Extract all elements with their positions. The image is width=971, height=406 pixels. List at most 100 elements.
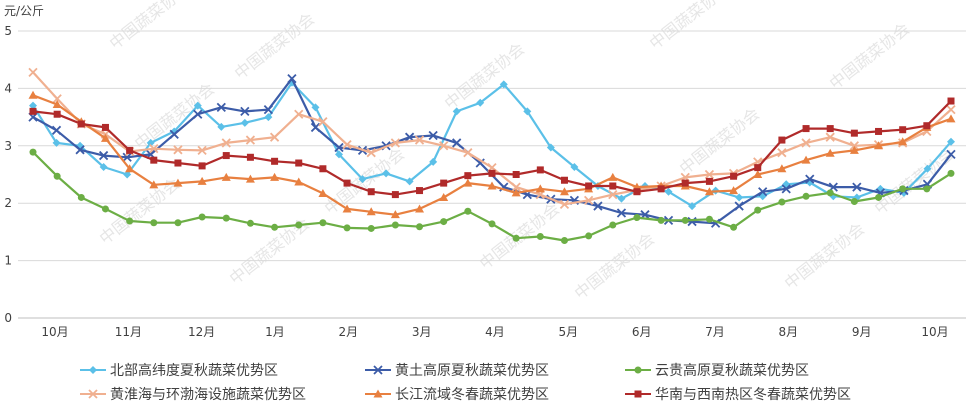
- data-point: [373, 365, 383, 375]
- x-tick-label: 9月: [852, 325, 872, 339]
- data-point: [875, 127, 883, 135]
- y-tick-label: 2: [4, 196, 12, 210]
- data-point: [512, 234, 520, 242]
- data-point: [149, 144, 159, 154]
- data-point: [222, 214, 230, 222]
- x-tick-label: 6月: [632, 325, 652, 339]
- legend-item: 北部高纬度夏秋蔬菜优势区: [80, 360, 278, 380]
- data-point: [295, 159, 303, 167]
- data-point: [334, 142, 344, 153]
- data-point: [198, 213, 206, 221]
- data-point: [77, 120, 85, 128]
- data-point: [585, 182, 593, 190]
- data-point: [777, 164, 787, 173]
- data-point: [899, 126, 907, 134]
- data-point: [126, 146, 134, 154]
- series-line: [32, 77, 952, 225]
- data-point: [608, 189, 618, 200]
- data-point: [28, 90, 38, 99]
- data-point: [560, 237, 568, 245]
- y-axis-unit-label: 元/公斤: [4, 4, 45, 18]
- data-point: [681, 179, 689, 187]
- data-point: [246, 153, 254, 161]
- data-point: [947, 97, 955, 105]
- data-point: [511, 188, 521, 197]
- legend-swatch-icon: [625, 366, 651, 374]
- data-point: [52, 99, 62, 108]
- x-tick-label: 10月: [921, 325, 948, 339]
- data-point: [633, 188, 641, 196]
- data-point: [778, 136, 786, 144]
- data-point: [169, 129, 179, 139]
- data-point: [264, 113, 273, 122]
- data-point: [946, 114, 956, 123]
- watermark-text: 中国蔬菜协会: [231, 9, 318, 83]
- data-point: [499, 80, 508, 89]
- data-point: [463, 178, 473, 187]
- x-tick-label: 7月: [705, 325, 725, 339]
- data-point: [53, 172, 61, 180]
- watermark-text: 中国蔬菜协会: [571, 229, 658, 303]
- data-point: [343, 224, 351, 232]
- data-point: [617, 194, 626, 203]
- data-point: [367, 224, 375, 232]
- data-point: [898, 137, 908, 146]
- data-point: [428, 130, 438, 141]
- series-6: [29, 97, 955, 199]
- data-point: [899, 185, 907, 193]
- data-point: [149, 180, 159, 189]
- data-point: [947, 169, 955, 177]
- data-point: [240, 106, 250, 116]
- data-point: [271, 223, 279, 231]
- data-point: [849, 145, 859, 154]
- x-tick-label: 3月: [412, 325, 432, 339]
- data-point: [616, 208, 627, 218]
- data-point: [222, 152, 230, 160]
- y-tick-label: 1: [4, 254, 12, 268]
- legend-label: 华南与西南热区冬春蔬菜优势区: [655, 387, 851, 403]
- data-point: [75, 145, 85, 155]
- data-point: [77, 193, 85, 201]
- data-point: [923, 164, 932, 173]
- y-tick-label: 5: [4, 24, 12, 38]
- data-point: [318, 117, 328, 127]
- x-tick-label: 1月: [265, 325, 285, 339]
- data-point: [245, 174, 255, 183]
- watermark-text: 中国蔬菜协会: [676, 104, 763, 178]
- data-point: [570, 163, 579, 172]
- data-point: [358, 175, 367, 184]
- data-point: [146, 138, 155, 147]
- series-3: [29, 148, 955, 245]
- data-point: [100, 133, 110, 142]
- data-point: [801, 138, 811, 148]
- data-point: [101, 205, 109, 213]
- data-point: [174, 159, 182, 167]
- data-point: [245, 135, 256, 145]
- data-point: [216, 102, 226, 112]
- watermark-text: 中国蔬菜协会: [131, 79, 218, 153]
- data-point: [778, 198, 786, 206]
- data-point: [802, 192, 810, 200]
- data-point: [101, 123, 109, 131]
- data-point: [546, 143, 555, 152]
- data-point: [197, 145, 207, 156]
- data-point: [342, 204, 352, 213]
- data-point: [802, 125, 810, 133]
- data-point: [52, 94, 62, 104]
- data-point: [850, 129, 858, 137]
- data-point: [734, 201, 744, 211]
- data-point: [287, 74, 297, 84]
- data-point: [246, 219, 254, 227]
- data-point: [269, 132, 280, 142]
- data-point: [366, 207, 376, 216]
- data-point: [123, 170, 132, 179]
- data-point: [704, 169, 715, 180]
- data-point: [923, 185, 931, 193]
- data-point: [53, 110, 61, 118]
- data-point: [512, 171, 520, 178]
- data-point: [585, 232, 593, 240]
- data-point: [221, 138, 231, 148]
- data-point: [366, 148, 376, 158]
- data-point: [852, 182, 862, 192]
- data-point: [415, 204, 425, 213]
